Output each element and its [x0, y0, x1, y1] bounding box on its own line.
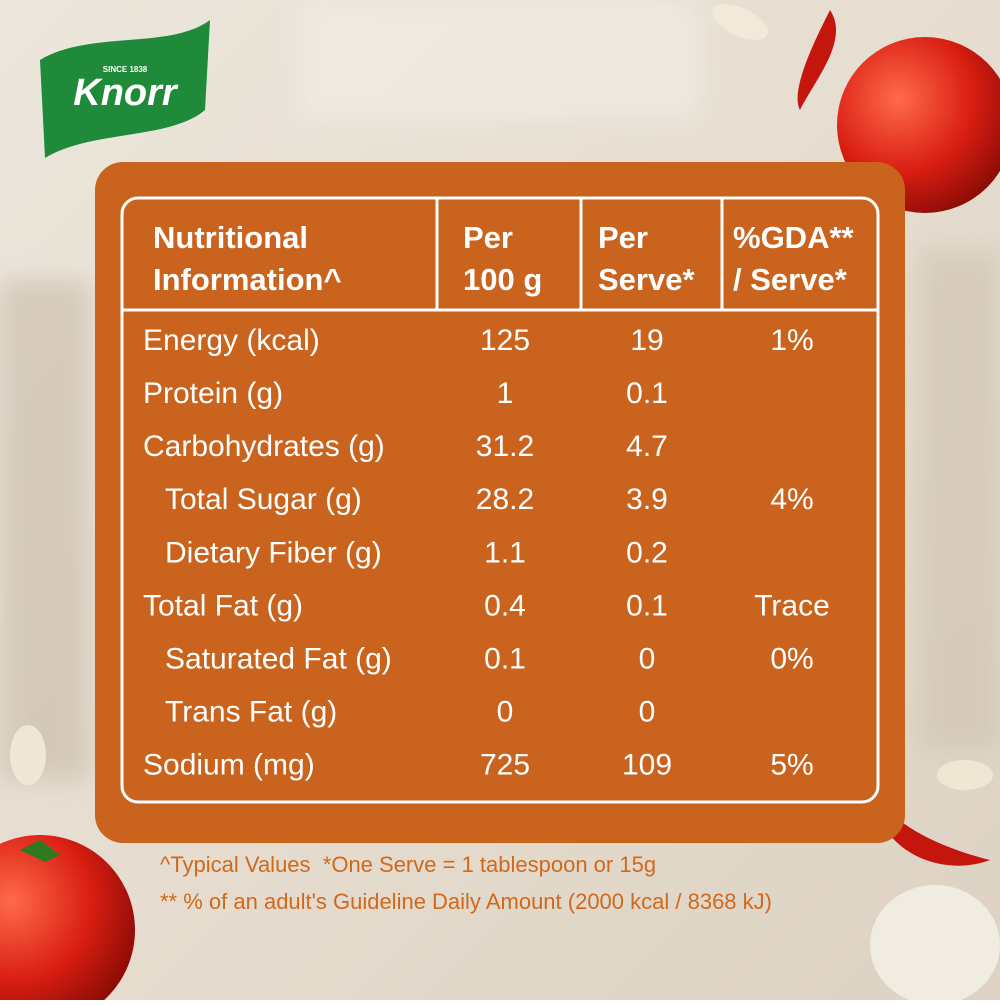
- garlic-clove: [712, 4, 768, 40]
- row-label: Protein (g): [143, 377, 283, 410]
- cell-value: 0.4: [484, 589, 526, 622]
- garlic-bulb: [870, 885, 1000, 1005]
- cell-value: 4.7: [626, 430, 668, 463]
- cell-value: 125: [480, 324, 530, 357]
- row-label: Saturated Fat (g): [165, 643, 392, 676]
- row-label: Energy (kcal): [143, 324, 320, 357]
- chili: [797, 10, 837, 110]
- row-label: Sodium (mg): [143, 749, 315, 782]
- cell-value: 0: [497, 696, 514, 729]
- logo-brand: Knorr: [73, 72, 179, 114]
- cell-value: 0: [639, 696, 656, 729]
- chili: [880, 800, 990, 866]
- cell-value: 725: [480, 749, 530, 782]
- table-border: [120, 196, 880, 804]
- header-cell: Nutritional: [153, 220, 308, 255]
- garlic-clove: [10, 725, 46, 785]
- row-label: Total Sugar (g): [165, 483, 362, 516]
- garlic-clove: [937, 760, 993, 790]
- header-cell: %GDA**: [733, 220, 855, 255]
- cell-value: 28.2: [476, 483, 534, 516]
- header-cell: Serve*: [598, 262, 695, 297]
- header-cell: Per: [598, 220, 648, 255]
- cell-value: 5%: [770, 749, 813, 782]
- row-label: Total Fat (g): [143, 589, 303, 622]
- cell-value: 4%: [770, 483, 813, 516]
- cell-value: 19: [630, 324, 663, 357]
- footnote: ^Typical Values *One Serve = 1 tablespoo…: [160, 852, 656, 877]
- header-cell: Information^: [153, 262, 342, 297]
- cell-value: 0%: [770, 643, 813, 676]
- tomato: [0, 835, 135, 1005]
- header-cell: Per: [463, 220, 513, 255]
- cell-value: 1.1: [484, 536, 526, 569]
- cell-value: 0.1: [484, 643, 526, 676]
- background-blur: [0, 0, 1000, 780]
- cell-value: 31.2: [476, 430, 534, 463]
- row-label: Dietary Fiber (g): [165, 536, 382, 569]
- logo-since: SINCE 1838: [103, 65, 148, 74]
- row-label: Carbohydrates (g): [143, 430, 385, 463]
- cell-value: 109: [622, 749, 672, 782]
- cell-value: 0.1: [626, 377, 668, 410]
- tomato-stem: [20, 840, 60, 862]
- row-label: Trans Fat (g): [165, 696, 337, 729]
- logo-leaf: [40, 20, 210, 158]
- panel: [95, 162, 905, 843]
- cell-value: 0.2: [626, 536, 668, 569]
- header-cell: / Serve*: [733, 262, 848, 297]
- footnote: ** % of an adult's Guideline Daily Amoun…: [160, 889, 772, 914]
- cell-value: 1%: [770, 324, 813, 357]
- cell-value: Trace: [754, 589, 830, 622]
- header-cell: 100 g: [463, 262, 542, 297]
- cell-value: 1: [497, 377, 514, 410]
- cell-value: 0: [639, 643, 656, 676]
- cell-value: 0.1: [626, 589, 668, 622]
- cell-value: 3.9: [626, 483, 668, 516]
